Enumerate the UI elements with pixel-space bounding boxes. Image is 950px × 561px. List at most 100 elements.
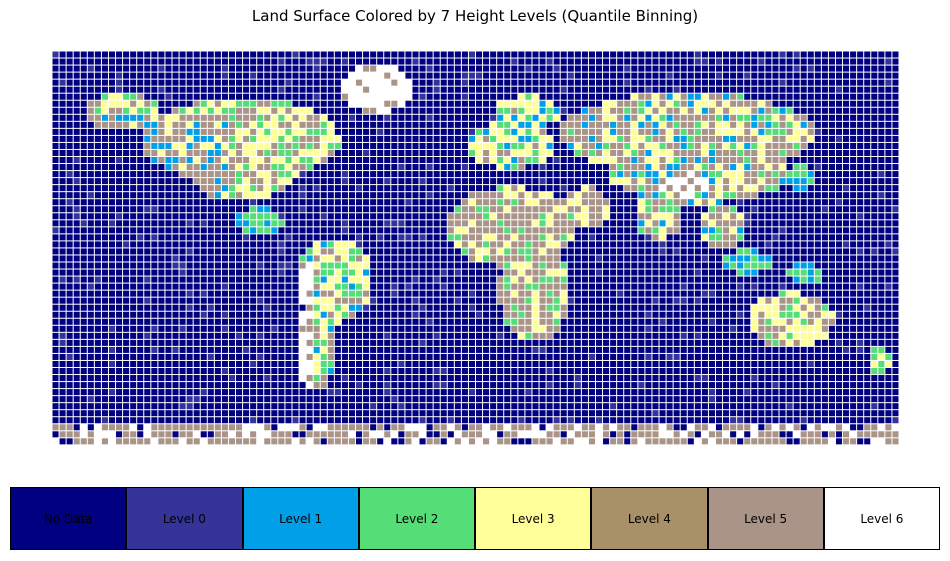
grid-cell xyxy=(200,262,207,269)
grid-cell xyxy=(772,128,779,135)
grid-cell xyxy=(645,248,652,255)
grid-cell xyxy=(144,290,151,297)
grid-cell xyxy=(327,199,334,206)
grid-cell xyxy=(835,311,843,318)
grid-cell xyxy=(603,171,610,178)
grid-cell xyxy=(793,283,800,290)
grid-cell xyxy=(52,283,59,290)
grid-cell xyxy=(610,157,617,164)
grid-cell xyxy=(250,318,257,325)
grid-cell xyxy=(737,234,744,241)
grid-cell xyxy=(779,135,786,142)
grid-cell xyxy=(370,100,377,107)
grid-cell xyxy=(440,157,447,164)
grid-cell xyxy=(673,65,680,72)
grid-cell xyxy=(878,185,885,192)
grid-cell xyxy=(708,192,715,199)
grid-cell xyxy=(730,51,737,58)
grid-cell xyxy=(66,107,73,114)
grid-cell xyxy=(497,311,504,318)
grid-cell xyxy=(158,304,165,311)
grid-cell xyxy=(257,192,264,199)
grid-cell xyxy=(850,114,857,121)
grid-cell xyxy=(87,192,94,199)
grid-cell xyxy=(454,164,461,171)
grid-cell xyxy=(341,149,348,156)
grid-cell xyxy=(59,213,66,220)
grid-cell xyxy=(236,128,243,135)
grid-cell xyxy=(334,227,341,234)
grid-cell xyxy=(94,332,101,339)
grid-cell xyxy=(419,72,426,79)
grid-cell xyxy=(871,332,878,339)
grid-cell xyxy=(807,86,814,93)
grid-cell xyxy=(200,107,207,114)
grid-cell xyxy=(221,213,228,220)
grid-cell xyxy=(878,262,885,269)
grid-cell xyxy=(624,262,631,269)
grid-cell xyxy=(87,262,94,269)
grid-cell xyxy=(207,262,214,269)
grid-cell xyxy=(73,262,80,269)
grid-cell xyxy=(405,318,412,325)
grid-cell xyxy=(440,86,447,93)
grid-cell xyxy=(567,178,574,185)
grid-cell xyxy=(892,185,899,192)
grid-cell xyxy=(574,142,581,149)
grid-cell xyxy=(483,93,490,100)
grid-cell xyxy=(694,79,701,86)
grid-cell xyxy=(243,185,250,192)
grid-cell xyxy=(885,227,892,234)
grid-cell xyxy=(320,72,327,79)
grid-cell xyxy=(264,248,271,255)
grid-cell xyxy=(511,220,518,227)
grid-cell xyxy=(835,171,843,178)
grid-cell xyxy=(320,255,327,262)
grid-cell xyxy=(426,227,433,234)
grid-cell xyxy=(638,269,645,276)
grid-cell xyxy=(737,220,744,227)
grid-cell xyxy=(461,262,468,269)
grid-cell xyxy=(857,171,864,178)
grid-cell xyxy=(468,93,475,100)
grid-cell xyxy=(687,311,694,318)
grid-cell xyxy=(214,332,221,339)
grid-cell xyxy=(356,72,363,79)
grid-cell xyxy=(793,248,800,255)
grid-cell xyxy=(440,297,447,304)
grid-cell xyxy=(857,332,864,339)
grid-cell xyxy=(313,241,320,248)
grid-cell xyxy=(553,332,560,339)
grid-cell xyxy=(461,255,468,262)
grid-cell xyxy=(80,51,87,58)
grid-cell xyxy=(426,65,433,72)
grid-cell xyxy=(200,100,207,107)
grid-cell xyxy=(546,171,553,178)
grid-cell xyxy=(87,178,94,185)
grid-cell xyxy=(715,262,723,269)
grid-cell xyxy=(800,241,807,248)
grid-cell xyxy=(94,142,101,149)
grid-cell xyxy=(377,171,384,178)
grid-cell xyxy=(610,269,617,276)
grid-cell xyxy=(659,100,666,107)
grid-cell xyxy=(66,100,73,107)
grid-cell xyxy=(892,65,899,72)
grid-cell xyxy=(504,255,511,262)
grid-cell xyxy=(116,269,123,276)
grid-cell xyxy=(412,100,419,107)
grid-cell xyxy=(348,325,356,332)
grid-cell xyxy=(715,135,723,142)
grid-cell xyxy=(356,248,363,255)
grid-cell xyxy=(101,269,108,276)
grid-cell xyxy=(207,149,214,156)
grid-cell xyxy=(701,311,708,318)
grid-cell xyxy=(800,149,807,156)
grid-cell xyxy=(723,171,730,178)
grid-cell xyxy=(666,213,673,220)
grid-cell xyxy=(363,114,370,121)
grid-cell xyxy=(320,276,327,283)
grid-cell xyxy=(504,206,511,213)
grid-cell xyxy=(857,234,864,241)
grid-cell xyxy=(285,220,292,227)
